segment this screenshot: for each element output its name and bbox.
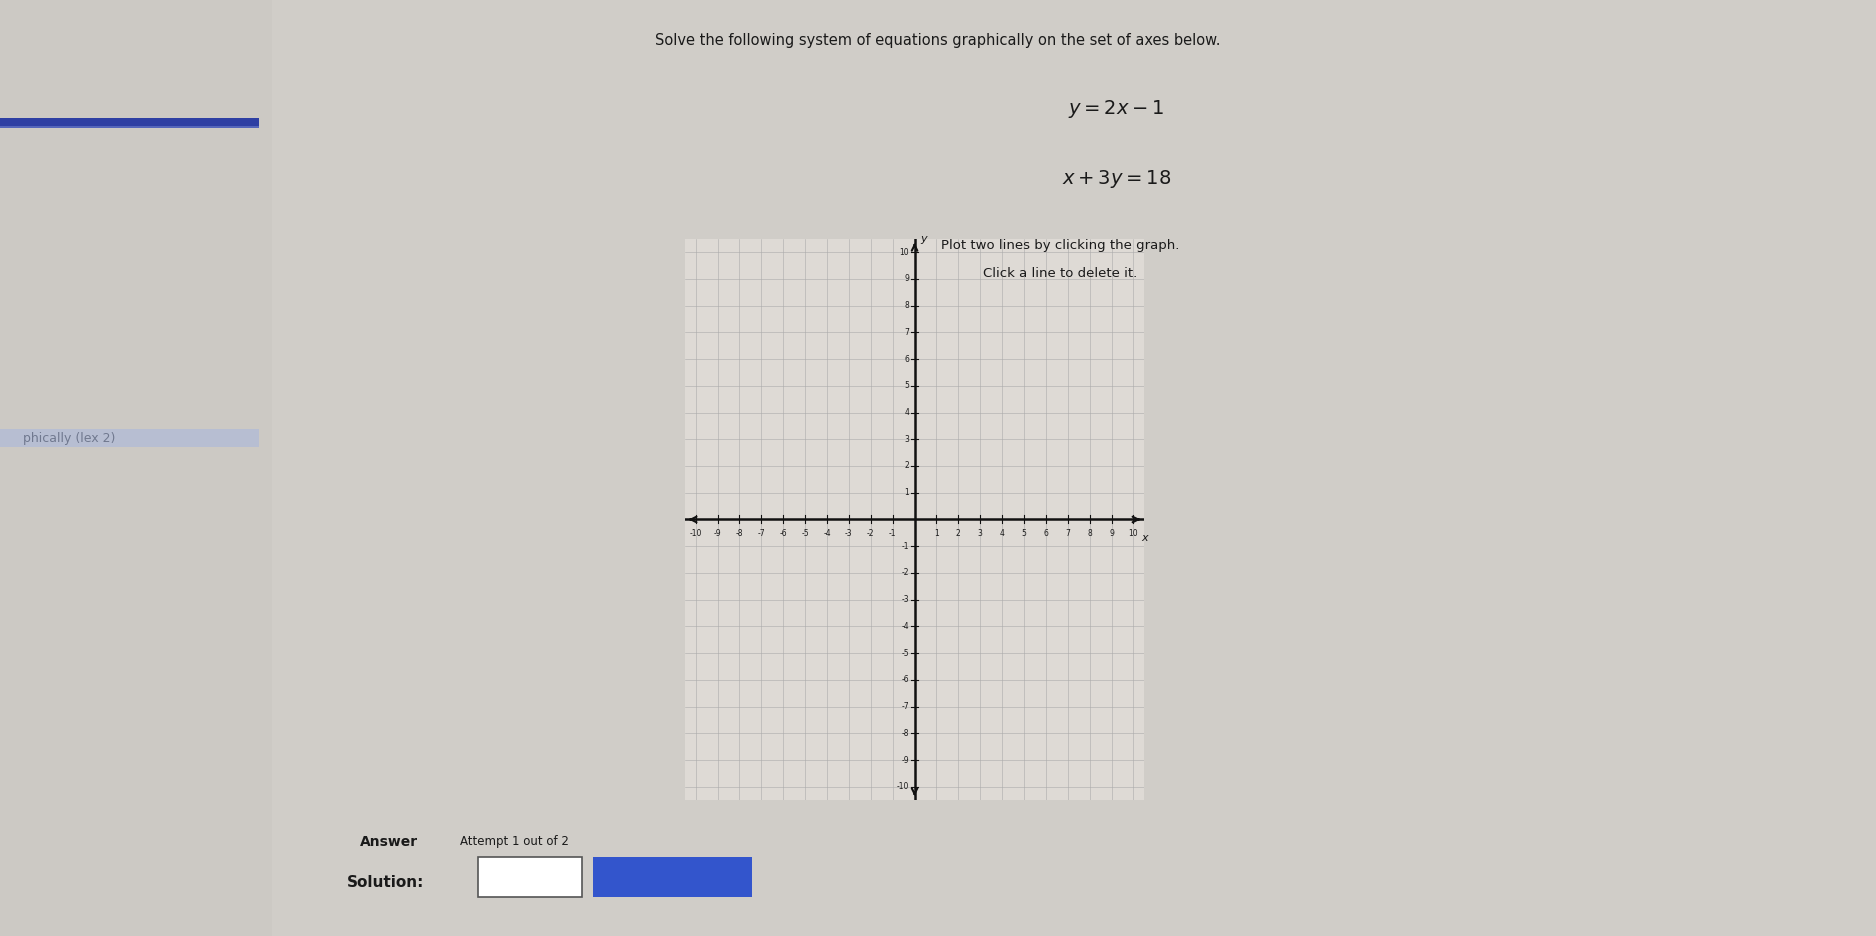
Text: 6: 6 xyxy=(1043,529,1049,538)
Text: -10: -10 xyxy=(897,782,910,792)
Text: Click a line to delete it.: Click a line to delete it. xyxy=(983,267,1137,280)
Text: -4: -4 xyxy=(824,529,831,538)
Text: 6: 6 xyxy=(904,355,910,363)
Text: -8: -8 xyxy=(735,529,743,538)
Text: Answer: Answer xyxy=(360,835,418,849)
Text: -5: -5 xyxy=(902,649,910,658)
Text: $y = 2x - 1$: $y = 2x - 1$ xyxy=(1067,98,1165,121)
Text: $x + 3y = 18$: $x + 3y = 18$ xyxy=(1062,168,1171,191)
Text: 7: 7 xyxy=(904,328,910,337)
Text: 1: 1 xyxy=(904,489,910,497)
Text: 1: 1 xyxy=(934,529,938,538)
Text: 10: 10 xyxy=(899,247,910,256)
Text: 5: 5 xyxy=(904,381,910,390)
Text: -2: -2 xyxy=(867,529,874,538)
Text: Attempt 1 out of 2: Attempt 1 out of 2 xyxy=(460,835,568,848)
Text: -9: -9 xyxy=(713,529,722,538)
Text: y: y xyxy=(919,234,927,243)
Text: -1: -1 xyxy=(902,542,910,550)
Text: 8: 8 xyxy=(1088,529,1092,538)
Text: -3: -3 xyxy=(902,595,910,605)
Text: -8: -8 xyxy=(902,729,910,738)
Text: -6: -6 xyxy=(902,676,910,684)
Text: -1: -1 xyxy=(889,529,897,538)
Text: -3: -3 xyxy=(844,529,854,538)
Text: -7: -7 xyxy=(902,702,910,711)
Text: x: x xyxy=(1141,533,1148,543)
Text: -9: -9 xyxy=(902,755,910,765)
Text: Solution:: Solution: xyxy=(347,875,424,890)
Text: 9: 9 xyxy=(904,274,910,284)
Text: 4: 4 xyxy=(904,408,910,417)
Text: Plot two lines by clicking the graph.: Plot two lines by clicking the graph. xyxy=(940,239,1180,252)
Text: 10: 10 xyxy=(1129,529,1139,538)
Text: 5: 5 xyxy=(1022,529,1026,538)
Text: Solve the following system of equations graphically on the set of axes below.: Solve the following system of equations … xyxy=(655,33,1221,48)
Text: -2: -2 xyxy=(902,568,910,578)
Text: 8: 8 xyxy=(904,301,910,310)
Text: 7: 7 xyxy=(1066,529,1069,538)
Text: 2: 2 xyxy=(904,461,910,471)
Text: -10: -10 xyxy=(690,529,702,538)
Text: -5: -5 xyxy=(801,529,809,538)
Text: phically (lex 2): phically (lex 2) xyxy=(23,431,114,445)
Text: 3: 3 xyxy=(977,529,983,538)
Text: -4: -4 xyxy=(902,622,910,631)
Text: Submit Answer: Submit Answer xyxy=(619,870,726,884)
Text: -6: -6 xyxy=(779,529,788,538)
Text: 1: 1 xyxy=(525,870,535,884)
Text: -7: -7 xyxy=(758,529,765,538)
Text: 4: 4 xyxy=(1000,529,1004,538)
Text: 2: 2 xyxy=(957,529,961,538)
Text: 9: 9 xyxy=(1109,529,1114,538)
Text: 3: 3 xyxy=(904,434,910,444)
